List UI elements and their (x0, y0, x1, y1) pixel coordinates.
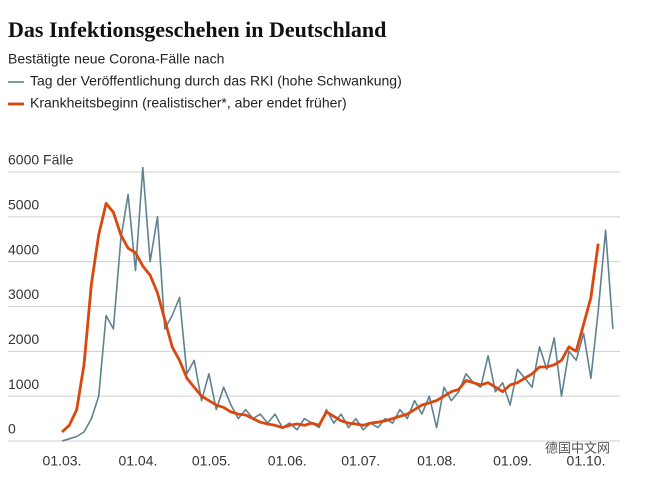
legend: Tag der Veröffentlichung durch das RKI (… (8, 73, 402, 111)
y-tick-label: 1000 (8, 376, 39, 392)
y-tick-label: 5000 (8, 197, 39, 213)
legend-label: Krankheitsbeginn (realistischer*, aber e… (30, 95, 347, 111)
x-tick-label: 01.06. (268, 453, 307, 469)
x-tick-label: 01.03. (43, 453, 82, 469)
data-line (61, 166, 614, 442)
y-tick-label: 2000 (8, 331, 39, 347)
y-tick-label: 0 (8, 421, 16, 437)
data-line (61, 202, 600, 434)
x-tick-label: 01.04. (118, 453, 157, 469)
x-tick-label: 01.09. (493, 453, 532, 469)
y-tick-label: 6000 Fälle (8, 152, 74, 168)
watermark: 德国中文网 (545, 440, 610, 455)
x-tick-label: 01.05. (192, 453, 231, 469)
chart-title: Das Infektionsgeschehen in Deutschland (8, 17, 386, 42)
x-tick-label: 01.08. (417, 453, 456, 469)
legend-label: Tag der Veröffentlichung durch das RKI (… (30, 73, 402, 89)
y-tick-label: 4000 (8, 241, 39, 257)
x-tick-label: 01.07. (341, 453, 380, 469)
x-tick-label: 01.10. (567, 453, 606, 469)
y-tick-label: 3000 (8, 286, 39, 302)
chart-subtitle: Bestätigte neue Corona-Fälle nach (8, 51, 224, 67)
